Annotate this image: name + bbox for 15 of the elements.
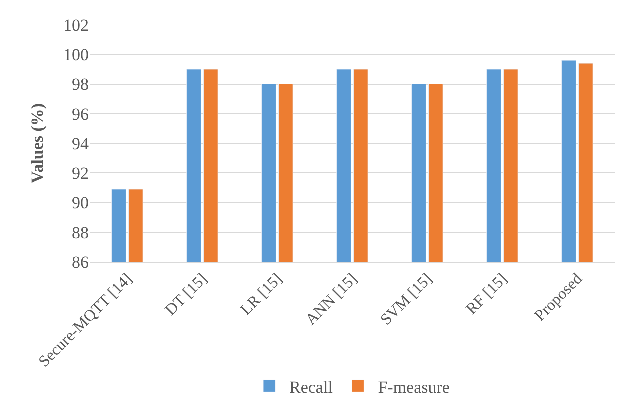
y-tick-label: 98 bbox=[72, 75, 89, 94]
y-tick-label: 96 bbox=[72, 104, 89, 124]
y-tick-label: 86 bbox=[72, 252, 89, 272]
y-tick-label: 88 bbox=[72, 223, 89, 242]
legend-label: Recall bbox=[290, 378, 334, 397]
y-tick-label: 102 bbox=[64, 16, 89, 35]
y-tick-label: 94 bbox=[72, 134, 90, 154]
y-tick-label: 90 bbox=[72, 194, 89, 213]
x-tick-label: LR [15] bbox=[238, 270, 286, 319]
y-tick-label: 100 bbox=[64, 46, 89, 65]
y-tick-label: 92 bbox=[72, 164, 89, 184]
y-axis-title: Values (%) bbox=[28, 103, 48, 184]
legend-label: F-measure bbox=[378, 378, 450, 397]
x-tick-label: DT [15] bbox=[162, 270, 211, 320]
x-tick-label: RF [15] bbox=[463, 270, 511, 318]
